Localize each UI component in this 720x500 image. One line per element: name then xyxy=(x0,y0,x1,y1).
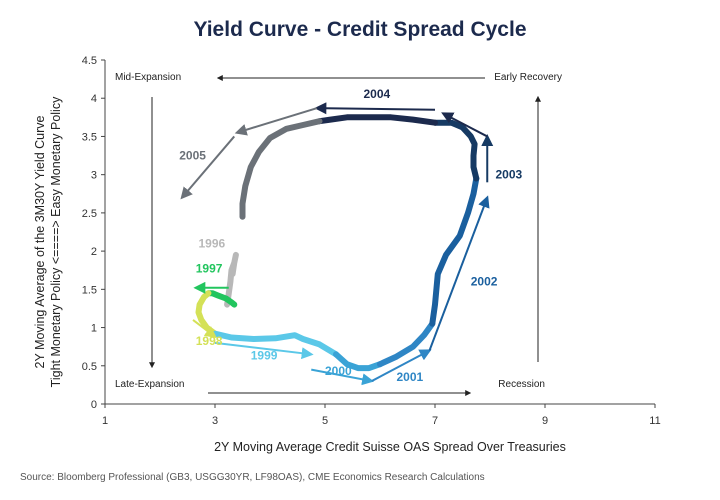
year-label-2004: 2004 xyxy=(364,87,391,101)
y-tick-label: 1.5 xyxy=(82,284,97,296)
year-label-1999: 1999 xyxy=(251,349,278,363)
year-label-2005: 2005 xyxy=(179,148,206,162)
direction-arrow xyxy=(180,135,236,200)
x-tick-label: 9 xyxy=(542,415,548,427)
y-tick-label: 4.5 xyxy=(82,55,97,67)
y-axis-title-line2: Tight Monetary Policy <====> Easy Moneta… xyxy=(49,96,63,387)
series-line-2001 xyxy=(377,320,436,368)
y-tick-label: 3 xyxy=(91,170,97,182)
direction-arrow xyxy=(441,112,488,138)
year-label-2002: 2002 xyxy=(471,275,498,289)
y-tick-label: 0 xyxy=(91,399,97,411)
quadrant-late-expansion: Late-Expansion xyxy=(115,379,185,390)
quadrant-mid-expansion: Mid-Expansion xyxy=(115,72,181,83)
year-label-1996: 1996 xyxy=(199,236,226,250)
x-tick-label: 5 xyxy=(322,415,328,427)
direction-arrow xyxy=(192,319,217,339)
y-axis-title-line1: 2Y Moving Average of the 3M30Y Yield Cur… xyxy=(33,115,47,368)
series-line-2004 xyxy=(316,114,438,126)
direction-arrow xyxy=(371,349,432,382)
year-label-2001: 2001 xyxy=(397,370,424,384)
year-label-2003: 2003 xyxy=(496,167,523,181)
series-line-1996 xyxy=(224,251,239,308)
y-tick-label: 1 xyxy=(91,323,97,335)
direction-arrow xyxy=(428,195,490,351)
direction-arrow xyxy=(311,368,375,386)
x-tick-label: 7 xyxy=(432,415,438,427)
direction-arrow xyxy=(234,107,318,136)
y-tick-label: 0.5 xyxy=(82,361,97,373)
series-line-1999 xyxy=(212,330,339,358)
x-axis-title: 2Y Moving Average Credit Suisse OAS Spre… xyxy=(214,440,566,454)
direction-arrow xyxy=(214,341,314,360)
series-line-2002 xyxy=(429,175,480,327)
series-line-2000 xyxy=(333,351,383,372)
y-tick-label: 3.5 xyxy=(82,131,97,143)
x-tick-label: 3 xyxy=(212,415,218,427)
y-tick-label: 2 xyxy=(91,246,97,258)
y-tick-label: 4 xyxy=(91,93,97,105)
x-tick-label: 11 xyxy=(649,415,660,427)
x-tick-label: 1 xyxy=(102,415,108,427)
year-label-1998: 1998 xyxy=(196,334,223,348)
y-tick-label: 2.5 xyxy=(82,208,97,220)
series-line-2003 xyxy=(432,119,480,182)
source-note: Source: Bloomberg Professional (GB3, USG… xyxy=(20,472,485,483)
year-label-1997: 1997 xyxy=(196,262,223,276)
year-label-2000: 2000 xyxy=(325,364,352,378)
series-line-2005 xyxy=(239,118,323,220)
series-line-1997 xyxy=(205,290,238,308)
series-line-1998 xyxy=(195,290,218,337)
quadrant-recession: Recession xyxy=(498,379,545,390)
chart-title: Yield Curve - Credit Spread Cycle xyxy=(193,18,527,41)
quadrant-early-recovery: Early Recovery xyxy=(494,72,562,83)
direction-arrow xyxy=(314,102,436,115)
